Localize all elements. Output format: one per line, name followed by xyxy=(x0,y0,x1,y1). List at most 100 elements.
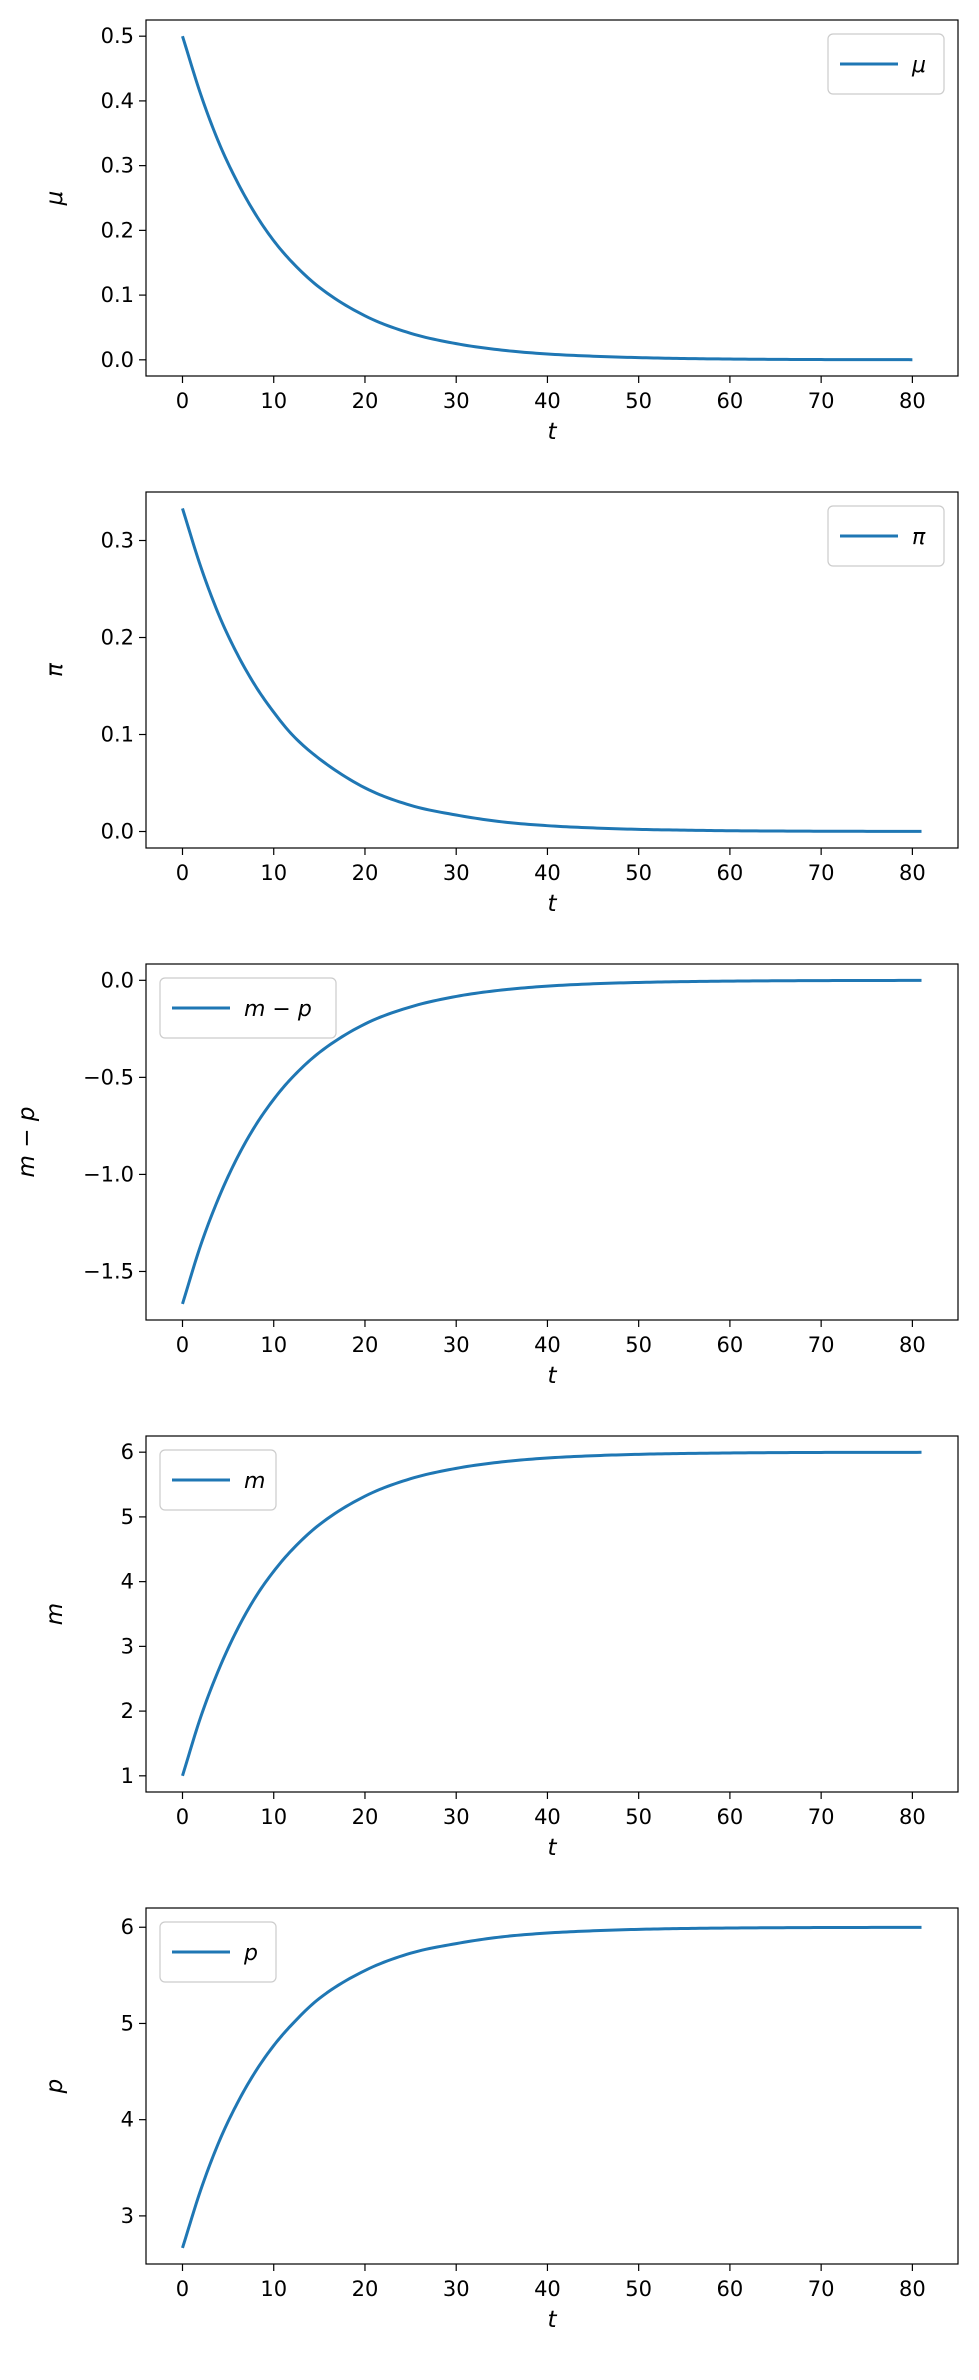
x-tick-label: 60 xyxy=(717,1805,744,1829)
x-tick-label: 60 xyxy=(717,389,744,413)
legend: m xyxy=(159,1449,277,1511)
y-tick-label: 0.1 xyxy=(101,723,134,747)
legend: p xyxy=(159,1921,277,1983)
x-tick-label: 10 xyxy=(260,389,287,413)
y-tick-label: 0.2 xyxy=(101,626,134,650)
x-axis-label: t xyxy=(547,2307,557,2333)
x-tick-label: 30 xyxy=(443,2277,470,2301)
y-tick-label: −1.5 xyxy=(83,1259,134,1283)
y-tick-label: −0.5 xyxy=(83,1065,134,1089)
x-tick-label: 80 xyxy=(899,2277,926,2301)
x-tick-label: 20 xyxy=(352,861,379,885)
x-tick-label: 50 xyxy=(625,861,652,885)
x-tick-label: 0 xyxy=(176,2277,189,2301)
x-tick-label: 70 xyxy=(808,389,835,413)
plot-area-frame xyxy=(145,1907,959,2265)
legend: π xyxy=(827,505,945,567)
series-line xyxy=(181,1450,922,1777)
plot-area-frame xyxy=(145,19,959,377)
plot-area-frame xyxy=(145,491,959,849)
x-tick-label: 40 xyxy=(534,1333,561,1357)
y-axis-label: μ xyxy=(42,191,68,207)
y-axis-label: p xyxy=(42,2079,68,2095)
x-tick-label: 40 xyxy=(534,1805,561,1829)
x-tick-label: 70 xyxy=(808,1805,835,1829)
y-tick-label: 0.4 xyxy=(101,89,134,113)
x-tick-label: 10 xyxy=(260,2277,287,2301)
y-tick-label: 0.2 xyxy=(101,218,134,242)
x-tick-label: 30 xyxy=(443,1333,470,1357)
x-tick-label: 60 xyxy=(717,861,744,885)
x-tick-label: 50 xyxy=(625,2277,652,2301)
legend-label: p xyxy=(243,1941,258,1966)
x-tick-label: 80 xyxy=(899,389,926,413)
series-line xyxy=(181,508,922,833)
x-tick-label: 10 xyxy=(260,1805,287,1829)
y-tick-label: 4 xyxy=(121,1570,134,1594)
x-tick-label: 80 xyxy=(899,1333,926,1357)
legend-label: μ xyxy=(911,53,926,78)
y-tick-label: 0.0 xyxy=(101,968,134,992)
x-tick-label: 20 xyxy=(352,389,379,413)
y-tick-label: 5 xyxy=(121,1505,134,1529)
x-tick-label: 80 xyxy=(899,861,926,885)
y-tick-label: −1.0 xyxy=(83,1162,134,1186)
y-tick-label: 3 xyxy=(121,1634,134,1658)
y-tick-label: 3 xyxy=(121,2204,134,2228)
y-axis-label: m xyxy=(42,1603,68,1625)
y-tick-label: 0.1 xyxy=(101,283,134,307)
y-tick-label: 0.0 xyxy=(101,820,134,844)
x-tick-label: 40 xyxy=(534,389,561,413)
x-tick-label: 10 xyxy=(260,1333,287,1357)
x-axis-label: t xyxy=(547,419,557,445)
series-line xyxy=(181,35,913,362)
y-axis-label: m − p xyxy=(14,1107,40,1178)
legend-label: π xyxy=(912,525,926,550)
x-tick-label: 0 xyxy=(176,1333,189,1357)
x-tick-label: 0 xyxy=(176,1805,189,1829)
chart-panel-4: 0 10 20 30 40 50 60 70 80 1 2 3 4 5 6 t m m xyxy=(42,1435,959,1861)
x-tick-label: 20 xyxy=(352,1805,379,1829)
y-axis-label: π xyxy=(42,662,68,677)
y-tick-label: 0.5 xyxy=(101,24,134,48)
x-tick-label: 20 xyxy=(352,1333,379,1357)
legend-label: m xyxy=(244,1469,265,1494)
legend-label: m − p xyxy=(244,997,312,1022)
y-tick-label: 6 xyxy=(121,1440,134,1464)
x-tick-label: 30 xyxy=(443,861,470,885)
y-tick-label: 0.0 xyxy=(101,348,134,372)
x-tick-label: 70 xyxy=(808,1333,835,1357)
y-tick-label: 0.3 xyxy=(101,154,134,178)
x-tick-label: 10 xyxy=(260,861,287,885)
x-tick-label: 30 xyxy=(443,1805,470,1829)
x-tick-label: 40 xyxy=(534,861,561,885)
x-axis-label: t xyxy=(547,1835,557,1861)
x-tick-label: 70 xyxy=(808,861,835,885)
x-tick-label: 70 xyxy=(808,2277,835,2301)
chart-panel-5: 0 10 20 30 40 50 60 70 80 3 4 5 6 t p p xyxy=(42,1907,959,2333)
x-tick-label: 0 xyxy=(176,389,189,413)
series-line xyxy=(181,1925,922,2249)
x-tick-label: 60 xyxy=(717,2277,744,2301)
y-tick-label: 0.3 xyxy=(101,529,134,553)
y-tick-label: 1 xyxy=(121,1764,134,1788)
x-tick-label: 0 xyxy=(176,861,189,885)
x-tick-label: 40 xyxy=(534,2277,561,2301)
y-tick-label: 6 xyxy=(121,1915,134,1939)
x-tick-label: 60 xyxy=(717,1333,744,1357)
chart-panel-1: 0 10 20 30 40 50 60 70 80 0.0 0.1 0.2 0.3 0.4 0.5 t μ μ xyxy=(42,19,959,445)
legend: μ xyxy=(827,33,945,95)
x-axis-label: t xyxy=(547,891,557,917)
series-line xyxy=(181,978,922,1305)
x-tick-label: 80 xyxy=(899,1805,926,1829)
x-tick-label: 50 xyxy=(625,1805,652,1829)
y-tick-label: 2 xyxy=(121,1699,134,1723)
x-tick-label: 50 xyxy=(625,389,652,413)
legend-box xyxy=(159,977,337,1039)
plot-area-frame xyxy=(145,1435,959,1793)
plot-area-frame xyxy=(145,963,959,1321)
x-tick-label: 20 xyxy=(352,2277,379,2301)
chart-panel-2: 0 10 20 30 40 50 60 70 80 0.0 0.1 0.2 0.3 t π π xyxy=(42,491,959,917)
chart-panel-3: 0 10 20 30 40 50 60 70 80 −1.5 −1.0 −0.5 0.0 t m − p m … xyxy=(14,963,959,1389)
